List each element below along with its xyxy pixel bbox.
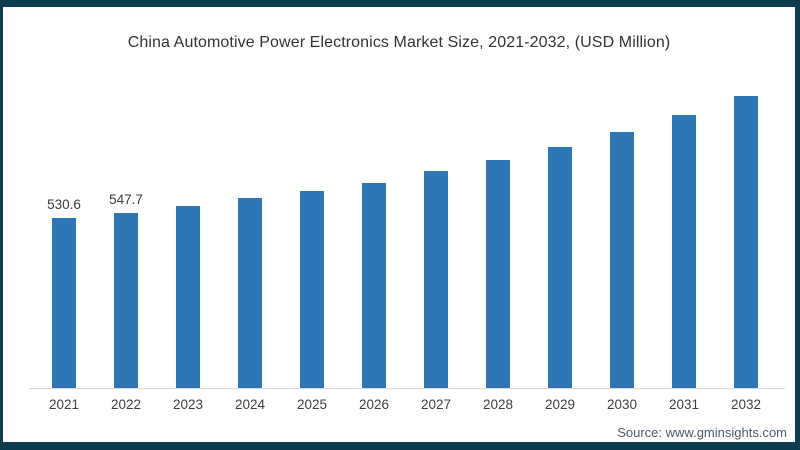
bar-2025: [300, 191, 324, 388]
bar-2023: [176, 206, 200, 388]
x-tick-2022: 2022: [110, 397, 142, 412]
x-axis-line: [29, 388, 785, 389]
x-tick-2023: 2023: [172, 397, 204, 412]
bar-column-2024: [219, 7, 281, 388]
bar-2021: [52, 218, 76, 388]
bar-column-2022: 547.7: [95, 7, 157, 388]
x-tick-2030: 2030: [606, 397, 638, 412]
bar-column-2028: [467, 7, 529, 388]
bar-2031: [672, 115, 696, 388]
chart-canvas: China Automotive Power Electronics Marke…: [3, 7, 795, 442]
bar-column-2027: [405, 7, 467, 388]
x-tick-2024: 2024: [234, 397, 266, 412]
x-tick-2027: 2027: [420, 397, 452, 412]
x-tick-2032: 2032: [730, 397, 762, 412]
bar-2028: [486, 160, 510, 388]
x-tick-2031: 2031: [668, 397, 700, 412]
chart-title: China Automotive Power Electronics Marke…: [127, 34, 671, 51]
plot-area: 530.6 547.7: [33, 7, 777, 388]
x-tick-2025: 2025: [296, 397, 328, 412]
bar-2029: [548, 147, 572, 388]
bar-value-label-2022: 547.7: [109, 192, 143, 207]
bar-2027: [424, 171, 448, 388]
x-tick-2021: 2021: [48, 397, 80, 412]
bar-2022: [114, 213, 138, 388]
bar-column-2030: [591, 7, 653, 388]
x-tick-2029: 2029: [544, 397, 576, 412]
bar-column-2025: [281, 7, 343, 388]
bar-column-2031: [653, 7, 715, 388]
bar-column-2023: [157, 7, 219, 388]
bar-column-2032: [715, 7, 777, 388]
bar-column-2029: [529, 7, 591, 388]
bar-2024: [238, 198, 262, 388]
x-axis-ticks: 2021 2022 2023 2024 2025 2026 2027 2028 2029 2030…: [33, 397, 777, 412]
x-tick-2026: 2026: [358, 397, 390, 412]
bar-2026: [362, 183, 386, 388]
bar-value-label-2021: 530.6: [47, 197, 81, 212]
bar-column-2026: [343, 7, 405, 388]
bar-2030: [610, 132, 634, 388]
source-attribution: Source: www.gminsights.com: [617, 425, 787, 440]
x-tick-2028: 2028: [482, 397, 514, 412]
bar-column-2021: 530.6: [33, 7, 95, 388]
bar-2032: [734, 96, 758, 388]
